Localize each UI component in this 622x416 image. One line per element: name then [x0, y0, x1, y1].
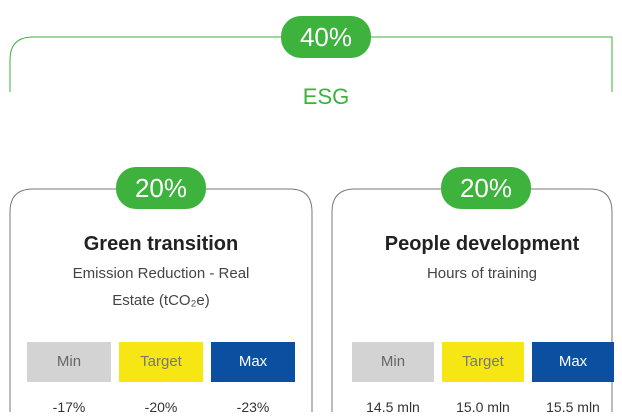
level-box: Max	[532, 342, 614, 382]
badge: 20%	[116, 167, 206, 209]
card-subtitle: Estate (tCO₂e)	[112, 292, 210, 309]
badge: 20%	[441, 167, 531, 209]
level-box: Target	[119, 342, 203, 382]
level-value: -17%	[52, 399, 86, 415]
esg-bracket	[9, 36, 613, 92]
level-value: -23%	[236, 399, 270, 415]
badge: 40%	[281, 16, 371, 58]
esg-label: ESG	[302, 84, 350, 109]
level-value: 15.5 mln	[546, 399, 600, 415]
level-box: Max	[211, 342, 295, 382]
card-subtitle: Hours of training	[426, 265, 538, 282]
level-value: 14.5 mln	[366, 399, 420, 415]
level-box: Min	[352, 342, 434, 382]
level-box: Target	[442, 342, 524, 382]
card-title: People development	[384, 233, 580, 255]
level-value: 15.0 mln	[456, 399, 510, 415]
level-value: -20%	[144, 399, 178, 415]
level-box: Min	[27, 342, 111, 382]
card-title: Green transition	[83, 233, 239, 255]
card-subtitle: Emission Reduction - Real	[72, 265, 250, 282]
